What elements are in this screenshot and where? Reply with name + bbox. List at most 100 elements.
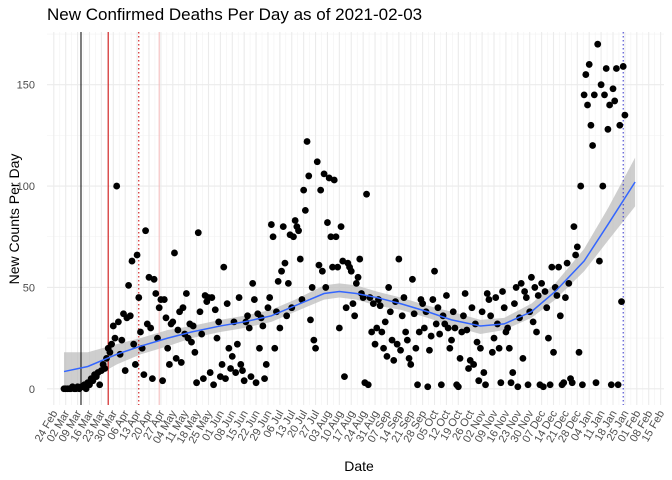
data-point — [553, 292, 561, 299]
data-point — [529, 318, 537, 326]
data-point — [465, 365, 472, 372]
data-point — [303, 138, 311, 145]
data-point — [290, 233, 297, 241]
data-point — [329, 263, 336, 271]
data-point — [521, 288, 529, 295]
data-point — [555, 263, 563, 271]
data-point — [419, 300, 427, 308]
data-point — [596, 257, 603, 265]
data-point — [437, 381, 445, 389]
data-point — [276, 324, 284, 332]
data-point — [315, 261, 323, 269]
data-point — [189, 322, 197, 330]
data-point — [427, 332, 435, 340]
data-point — [386, 308, 394, 316]
data-point — [312, 344, 319, 352]
data-point — [210, 381, 217, 389]
data-point — [101, 365, 109, 372]
data-point — [545, 334, 552, 342]
data-point — [235, 294, 243, 301]
data-point — [390, 357, 398, 364]
data-point — [499, 288, 506, 295]
data-point — [169, 318, 177, 326]
data-point — [327, 233, 335, 241]
data-point — [594, 40, 602, 48]
data-point — [470, 361, 478, 368]
data-point — [483, 290, 491, 297]
data-point — [446, 344, 454, 352]
data-point — [220, 263, 228, 271]
data-point — [556, 312, 564, 320]
data-point — [118, 336, 126, 344]
data-point — [215, 318, 223, 326]
data-point — [456, 354, 464, 362]
data-point — [533, 328, 540, 336]
data-point — [222, 375, 229, 383]
data-point — [218, 361, 226, 368]
data-point — [227, 365, 234, 372]
data-point — [140, 371, 148, 378]
data-point — [232, 369, 240, 376]
data-point — [208, 294, 216, 301]
data-point — [618, 298, 625, 306]
data-point — [109, 322, 117, 330]
data-point — [538, 279, 546, 287]
data-point — [347, 267, 355, 275]
data-point — [128, 257, 136, 265]
data-point — [473, 338, 481, 346]
data-point — [114, 318, 122, 326]
y-axis-ticks: 0 50 100 150 — [17, 80, 35, 396]
data-point — [607, 381, 615, 389]
data-point — [349, 300, 357, 308]
data-point — [613, 65, 620, 72]
data-point — [279, 223, 287, 231]
data-point — [573, 243, 581, 251]
data-point — [267, 221, 275, 228]
chart-title: New Confirmed Deaths Per Day as of 2021-… — [47, 5, 423, 24]
confidence-band — [63, 157, 636, 389]
data-point — [449, 308, 457, 316]
data-point — [106, 348, 114, 356]
data-point — [463, 326, 471, 334]
data-point — [147, 324, 155, 332]
data-point — [193, 379, 200, 387]
data-point — [509, 369, 517, 376]
data-point — [264, 304, 272, 312]
data-point — [477, 344, 484, 352]
data-point — [259, 322, 267, 330]
data-point — [199, 375, 207, 383]
data-point — [485, 296, 493, 303]
data-point — [412, 344, 420, 352]
data-point — [572, 251, 580, 259]
data-point — [245, 324, 253, 332]
data-point — [531, 284, 539, 291]
data-point — [150, 275, 158, 283]
data-point — [335, 324, 343, 332]
data-point — [589, 142, 597, 149]
y-tick-label: 150 — [17, 80, 35, 92]
data-point — [560, 379, 568, 387]
data-point — [334, 263, 342, 271]
data-point — [568, 379, 576, 387]
data-point — [478, 308, 486, 316]
data-point — [426, 346, 433, 354]
data-point — [108, 340, 115, 348]
data-point — [587, 121, 595, 129]
data-point — [266, 294, 274, 301]
data-point — [403, 336, 411, 344]
data-point — [619, 63, 627, 70]
data-point — [368, 328, 376, 336]
data-point — [475, 377, 483, 385]
data-point — [616, 121, 624, 129]
data-point — [487, 312, 495, 320]
data-point — [582, 71, 590, 78]
data-point — [307, 316, 314, 324]
data-point — [171, 249, 178, 257]
data-point — [500, 304, 508, 312]
data-point — [256, 344, 263, 352]
data-point — [318, 267, 326, 275]
data-point — [548, 263, 556, 271]
data-point — [539, 383, 547, 391]
data-point — [228, 352, 236, 360]
data-point — [400, 294, 408, 301]
